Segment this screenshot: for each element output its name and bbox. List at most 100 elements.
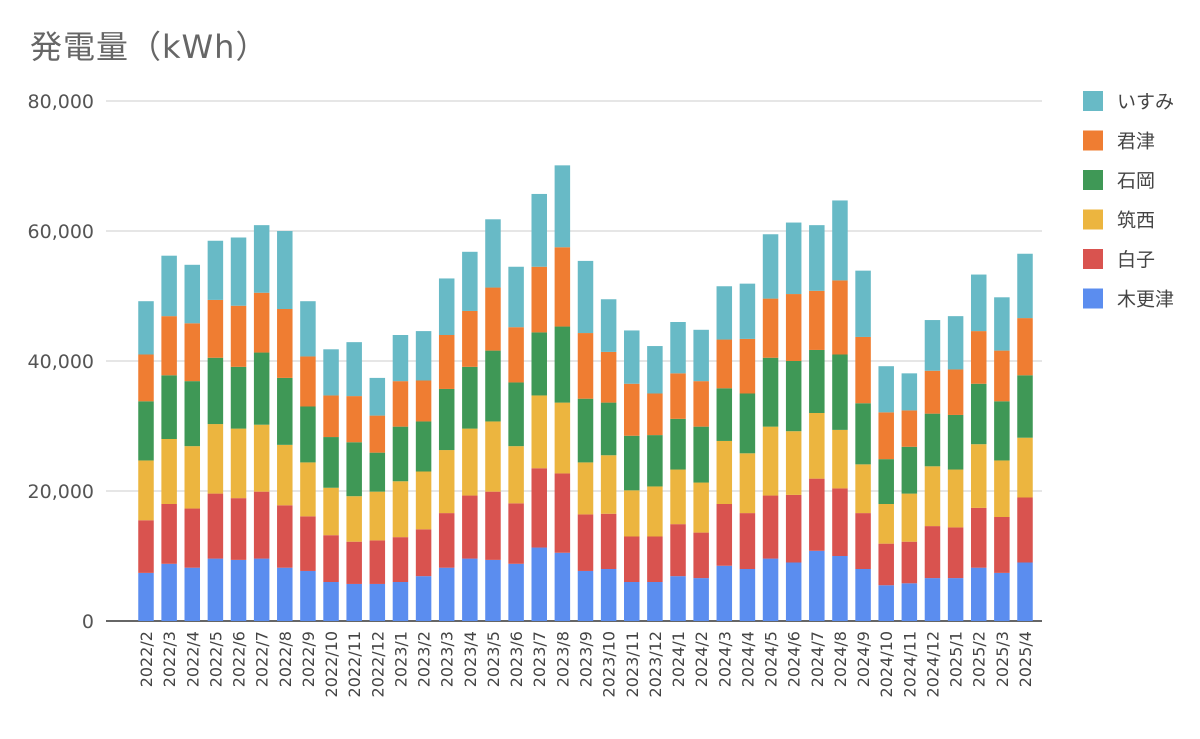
bar-segment <box>739 453 756 514</box>
x-tick-label: 2024/7 <box>808 631 827 687</box>
bar-segment <box>253 491 270 559</box>
bar-segment <box>485 287 501 351</box>
bar-segment <box>230 366 247 429</box>
bar-segment <box>346 396 362 443</box>
bar-segment <box>670 418 686 470</box>
bar-segment <box>600 569 617 621</box>
x-tick-label: 2023/5 <box>484 631 503 687</box>
bar-segment <box>1017 375 1033 438</box>
bar-segment <box>508 446 524 504</box>
x-tick-label: 2023/3 <box>438 631 457 687</box>
x-tick-label: 2023/9 <box>577 631 596 687</box>
bar-segment <box>878 504 894 544</box>
bar-segment <box>970 274 987 332</box>
bar-segment <box>693 329 709 382</box>
bar-segment <box>415 331 432 381</box>
bar-segment <box>762 426 779 496</box>
bar-segment <box>554 326 571 403</box>
bar-segment <box>947 527 964 579</box>
x-tick-label: 2024/6 <box>785 631 804 687</box>
x-tick-label: 2023/4 <box>461 631 480 687</box>
bar-segment <box>485 559 501 621</box>
bar-segment <box>392 582 409 621</box>
bar-segment <box>438 278 455 335</box>
legend-item[interactable]: 君津 <box>1083 130 1155 153</box>
bar-segment <box>855 513 871 569</box>
bar-segment <box>415 471 432 530</box>
legend-label: 石岡 <box>1117 170 1155 192</box>
bar-segment <box>878 412 894 460</box>
bar-segment <box>230 498 247 560</box>
x-tick-label: 2024/3 <box>715 631 734 687</box>
bar-segment <box>970 507 987 568</box>
legend-label: 木更津 <box>1117 289 1174 311</box>
bar-segment <box>670 576 686 621</box>
bar-segment <box>901 373 918 411</box>
bar-segment <box>878 459 894 504</box>
y-tick-label: 80,000 <box>28 91 94 113</box>
bar-segment <box>346 541 362 584</box>
bar-segment <box>323 437 339 488</box>
x-tick-label: 2022/12 <box>368 631 387 697</box>
bar-segment <box>994 350 1010 402</box>
bar-segment <box>947 369 964 415</box>
legend-swatch <box>1083 130 1103 151</box>
bar-segment <box>323 582 339 621</box>
bar-segment <box>647 536 663 582</box>
x-tick-label: 2022/4 <box>183 631 202 687</box>
bar-segment <box>485 350 501 422</box>
bar-segment <box>1017 497 1033 563</box>
bar-segment <box>462 251 478 311</box>
bar-segment <box>577 514 594 571</box>
x-tick-label: 2022/6 <box>230 631 249 687</box>
bar-segment <box>762 298 779 358</box>
bar-segment <box>369 540 386 584</box>
bar-segment <box>970 383 987 445</box>
bar-segment <box>438 513 455 568</box>
bar-segment <box>647 393 663 436</box>
bar-segment <box>300 516 316 571</box>
legend-item[interactable]: 木更津 <box>1083 288 1174 311</box>
x-tick-label: 2023/11 <box>623 631 642 697</box>
bar-segment <box>253 225 270 293</box>
bar-segment <box>693 426 709 483</box>
bar-segment <box>716 565 733 621</box>
bar-segment <box>970 331 987 384</box>
bar-segment <box>438 388 455 451</box>
legend-item[interactable]: いすみ <box>1083 91 1174 113</box>
legend-swatch <box>1083 249 1103 269</box>
bar-segment <box>369 583 386 621</box>
bar-segment <box>947 316 964 370</box>
bar-segment <box>207 240 224 300</box>
bar-segment <box>600 299 617 352</box>
bar-segment <box>785 431 802 495</box>
bar-segment <box>161 316 177 376</box>
bar-segment <box>531 547 547 621</box>
y-tick-label: 20,000 <box>28 481 94 503</box>
bar-segment <box>970 444 987 508</box>
legend-item[interactable]: 筑西 <box>1083 209 1155 232</box>
bar-segment <box>762 357 779 427</box>
bar-segment <box>392 426 409 482</box>
bar-segment <box>554 473 571 553</box>
bar-segment <box>924 466 941 527</box>
bar-segment <box>531 332 547 396</box>
legend-item[interactable]: 石岡 <box>1083 170 1155 192</box>
bar-segment <box>207 424 224 494</box>
bar-segment <box>947 469 964 528</box>
bar-segment <box>716 440 733 504</box>
bar-segment <box>739 393 756 454</box>
x-tick-label: 2025/2 <box>970 631 989 687</box>
x-tick-label: 2022/3 <box>160 631 179 687</box>
bar-segment <box>184 264 201 324</box>
bar-segment <box>924 320 941 371</box>
y-tick-label: 0 <box>82 611 94 633</box>
bar-segment <box>577 398 594 463</box>
legend-item[interactable]: 白子 <box>1083 249 1155 271</box>
bar-segment <box>161 563 177 621</box>
x-tick-label: 2024/5 <box>762 631 781 687</box>
bar-segment <box>462 558 478 621</box>
bar-segment <box>832 280 848 355</box>
